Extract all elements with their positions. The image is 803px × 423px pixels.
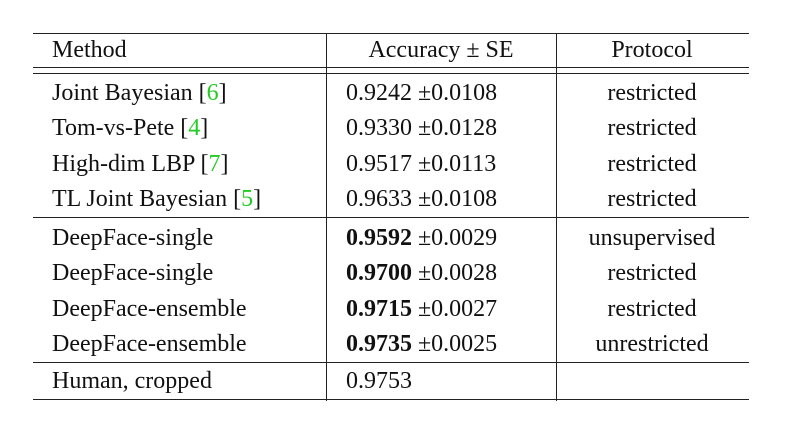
standard-error: ±0.0028 xyxy=(418,260,498,287)
method: High-dim LBP xyxy=(52,150,195,177)
rule xyxy=(33,67,749,69)
standard-error: ±0.0108 xyxy=(418,185,498,212)
bracket: ] xyxy=(200,115,209,142)
rule xyxy=(33,73,749,75)
method: TL Joint Bayesian xyxy=(52,185,228,212)
accuracy-cell: 0.9715 ±0.0027 xyxy=(346,297,497,321)
bracket: [ xyxy=(198,80,207,106)
bracket: [ xyxy=(180,115,189,142)
method-cell: Tom-vs-Pete [4] xyxy=(52,116,208,140)
accuracy-cell: 0.9735 ±0.0025 xyxy=(346,332,497,356)
standard-error: ±0.0029 xyxy=(418,225,498,251)
method: DeepFace-single xyxy=(52,260,214,287)
citation: 4 xyxy=(188,115,201,142)
accuracy-cell: 0.9700 ±0.0028 xyxy=(346,261,497,285)
standard-error: ±0.0108 xyxy=(418,80,498,106)
bracket: ] xyxy=(253,185,262,212)
standard-error: ±0.0027 xyxy=(418,295,498,322)
accuracy-cell: 0.9242 ±0.0108 xyxy=(346,81,497,105)
method: Human, cropped xyxy=(52,368,212,394)
citation: 6 xyxy=(206,80,219,106)
accuracy-cell: 0.9753 xyxy=(346,369,412,393)
bracket: ] xyxy=(218,80,227,106)
rule xyxy=(33,399,749,401)
accuracy: 0.9242 xyxy=(346,80,412,106)
header-cell: Accuracy ± SE xyxy=(368,37,514,63)
accuracy-cell: 0.9330 ±0.0128 xyxy=(346,116,497,140)
header-cell: Method xyxy=(52,37,127,63)
protocol-cell: restricted xyxy=(607,295,697,322)
protocol-cell: unrestricted xyxy=(595,330,709,357)
column-rule xyxy=(326,33,328,401)
bracket: [ xyxy=(200,150,209,177)
rule xyxy=(33,362,749,364)
method: DeepFace-single xyxy=(52,225,214,251)
accuracy: 0.9330 xyxy=(346,115,412,142)
column-rule xyxy=(556,33,558,401)
method: Joint Bayesian xyxy=(52,80,193,106)
protocol-cell: restricted xyxy=(607,80,697,106)
protocol-cell: restricted xyxy=(607,260,697,287)
method-cell: High-dim LBP [7] xyxy=(52,152,228,176)
method-cell: DeepFace-ensemble xyxy=(52,332,247,356)
header-cell: Protocol xyxy=(611,37,693,63)
method: DeepFace-ensemble xyxy=(52,330,247,357)
method: Tom-vs-Pete xyxy=(52,115,175,142)
accuracy: 0.9715 xyxy=(346,295,412,322)
citation: 7 xyxy=(208,150,221,177)
accuracy-cell: 0.9633 ±0.0108 xyxy=(346,187,497,211)
citation: 5 xyxy=(241,185,254,212)
rule xyxy=(33,217,749,219)
method-cell: DeepFace-single xyxy=(52,226,213,250)
method-cell: TL Joint Bayesian [5] xyxy=(52,187,261,211)
method-cell: Joint Bayesian [6] xyxy=(52,81,227,105)
rule xyxy=(33,33,749,35)
standard-error: ±0.0128 xyxy=(418,115,498,142)
accuracy: 0.9633 xyxy=(346,185,412,212)
standard-error: ±0.0113 xyxy=(418,150,497,177)
method: DeepFace-ensemble xyxy=(52,295,247,322)
bracket: [ xyxy=(233,185,242,212)
accuracy: 0.9700 xyxy=(346,260,412,287)
standard-error: ±0.0025 xyxy=(418,330,498,357)
protocol-cell: unsupervised xyxy=(588,225,716,251)
accuracy: 0.9735 xyxy=(346,330,412,357)
bracket: ] xyxy=(220,150,229,177)
method-cell: DeepFace-ensemble xyxy=(52,297,247,321)
protocol-cell: restricted xyxy=(607,185,697,212)
method-cell: Human, cropped xyxy=(52,369,212,393)
accuracy-cell: 0.9592 ±0.0029 xyxy=(346,226,497,250)
method-cell: DeepFace-single xyxy=(52,261,213,285)
accuracy: 0.9592 xyxy=(346,225,412,251)
accuracy: 0.9753 xyxy=(346,368,412,394)
accuracy-cell: 0.9517 ±0.0113 xyxy=(346,152,496,176)
accuracy: 0.9517 xyxy=(346,150,412,177)
protocol-cell: restricted xyxy=(607,150,697,177)
protocol-cell: restricted xyxy=(607,115,697,142)
